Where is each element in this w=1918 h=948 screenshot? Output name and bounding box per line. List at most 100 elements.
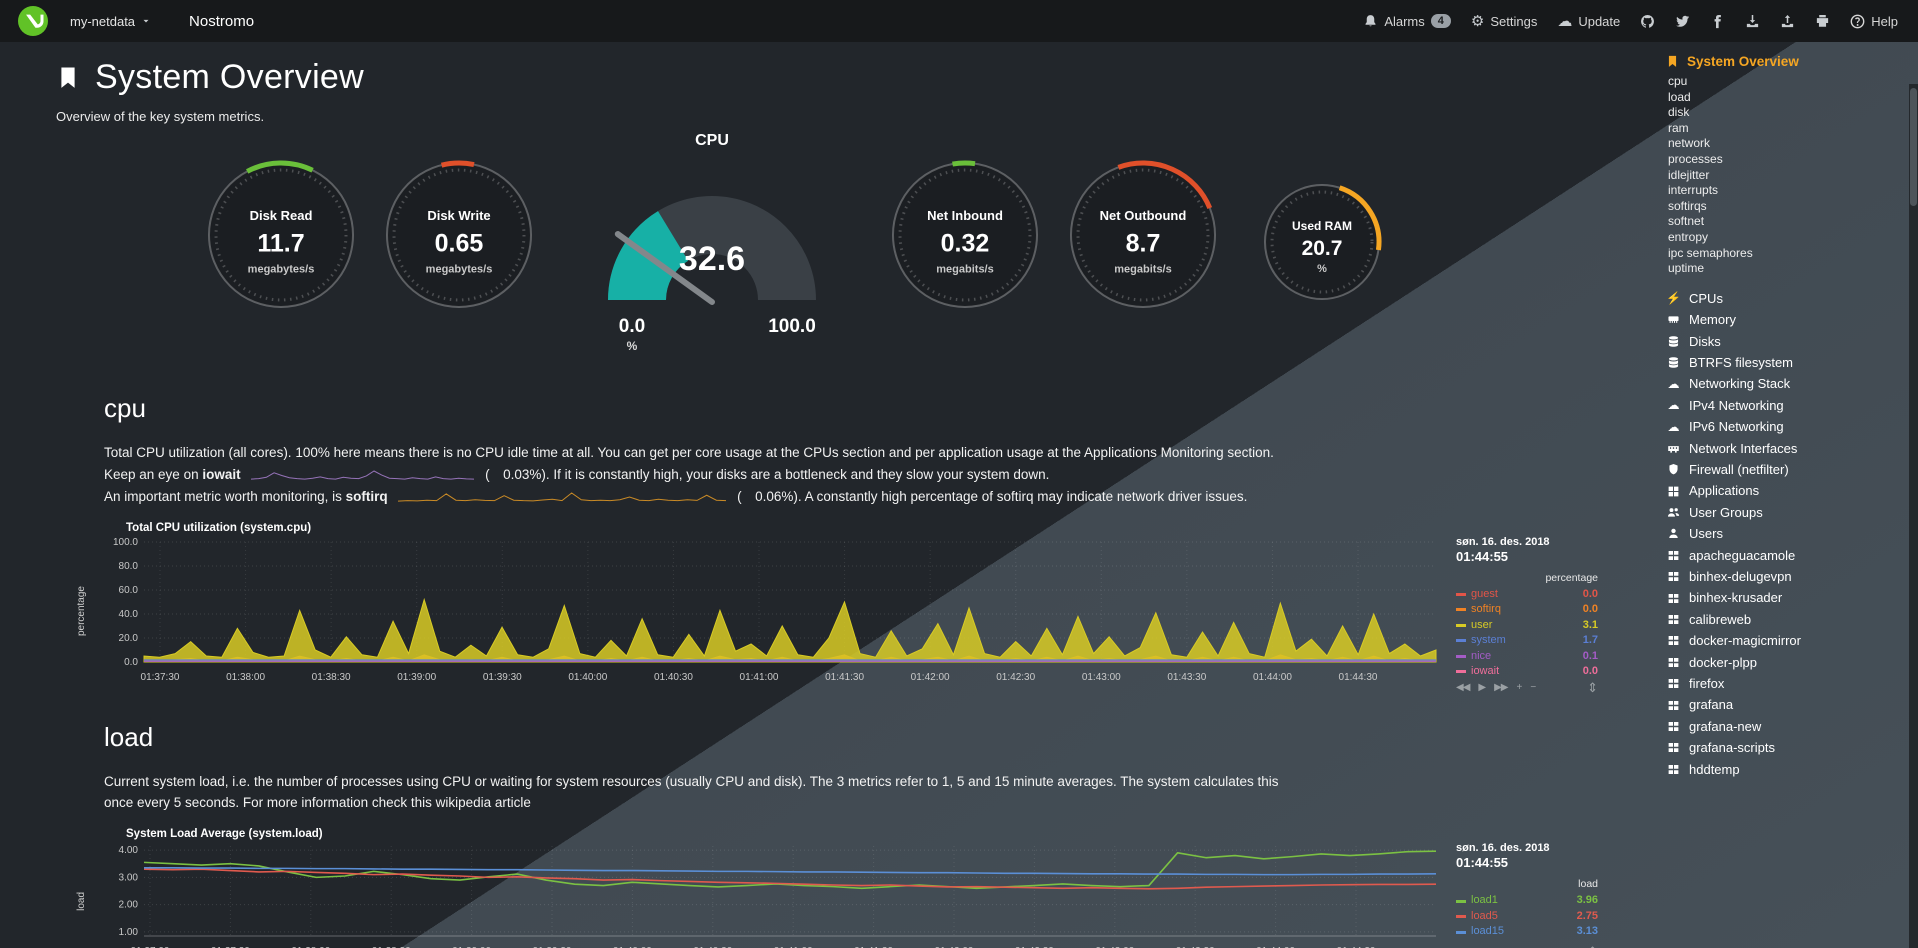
load-chart-canvas[interactable]: 4.00 3.00 2.00 1.00 01:37:00 01:37:30 01:38:00… bbox=[90, 840, 1450, 948]
sidebar-active-label: System Overview bbox=[1687, 54, 1799, 69]
sidebar-subitem-softirqs[interactable]: softirqs bbox=[1668, 198, 1707, 213]
sidebar-item-ipv6-networking[interactable]: ☁ IPv6 Networking bbox=[1666, 416, 1906, 437]
navbar-update-button[interactable]: ☁ Update bbox=[1557, 14, 1620, 29]
sidebar-item-users[interactable]: Users bbox=[1666, 523, 1906, 544]
legend-series-guest[interactable]: guest 0.0 bbox=[1456, 587, 1598, 603]
page-title: System Overview bbox=[95, 58, 364, 96]
load-chart-title: System Load Average (system.load) bbox=[126, 828, 323, 841]
sidebar-item-networking-stack[interactable]: ☁ Networking Stack bbox=[1666, 373, 1906, 394]
sidebar-item-apacheguacamole[interactable]: apacheguacamole bbox=[1666, 545, 1906, 566]
navbar-twitter-button[interactable] bbox=[1675, 14, 1690, 29]
legend-series-name: nice bbox=[1471, 649, 1492, 662]
play-button[interactable]: ▶ bbox=[1478, 947, 1486, 948]
sidebar-subitem-softnet[interactable]: softnet bbox=[1668, 214, 1705, 229]
sidebar-subitem-interrupts[interactable]: interrupts bbox=[1668, 183, 1719, 198]
sidebar-item-docker-plpp[interactable]: docker-plpp bbox=[1666, 652, 1906, 673]
svg-text:01:42:30: 01:42:30 bbox=[1015, 946, 1054, 948]
navbar-upload-button[interactable] bbox=[1780, 14, 1795, 29]
gauges-row: Disk Read 11.7 megabytes/s Disk Write 0.65 me… bbox=[206, 130, 1660, 359]
sidebar-subitem-disk[interactable]: disk bbox=[1668, 105, 1690, 120]
pan-backward-button[interactable]: ◀◀ bbox=[1456, 947, 1470, 948]
legend-series-load15[interactable]: load15 3.13 bbox=[1456, 924, 1598, 940]
grid-icon bbox=[1666, 677, 1681, 690]
sidebar-item-binhex-delugevpn[interactable]: binhex-delugevpn bbox=[1666, 566, 1906, 587]
legend-series-load5[interactable]: load5 2.75 bbox=[1456, 909, 1598, 925]
sidebar-item-grafana[interactable]: grafana bbox=[1666, 694, 1906, 715]
navbar-github-button[interactable] bbox=[1640, 14, 1655, 29]
navbar-download-button[interactable] bbox=[1745, 14, 1760, 29]
sidebar-subitem-load[interactable]: load bbox=[1668, 89, 1691, 104]
load-chart: System Load Average (system.load) load 4… bbox=[76, 828, 1660, 948]
sidebar-subitem-ram[interactable]: ram bbox=[1668, 120, 1689, 135]
sidebar-item-firefox[interactable]: firefox bbox=[1666, 673, 1906, 694]
legend-series-iowait[interactable]: iowait 0.0 bbox=[1456, 664, 1598, 680]
print-icon bbox=[1815, 14, 1830, 29]
legend-series-load1[interactable]: load1 3.96 bbox=[1456, 893, 1598, 909]
sidebar-subitem-network[interactable]: network bbox=[1668, 136, 1711, 151]
navbar-print-button[interactable] bbox=[1815, 14, 1830, 29]
cpu-desc-line2: Keep an eye on bbox=[104, 466, 199, 482]
navbar-facebook-button[interactable] bbox=[1710, 14, 1725, 29]
svg-text:Net Outbound: Net Outbound bbox=[1100, 208, 1187, 223]
sidebar-item-user-groups[interactable]: User Groups bbox=[1666, 502, 1906, 523]
gauge-cpu[interactable]: CPU 32.6 0.0 100.0% bbox=[562, 132, 862, 359]
play-button[interactable]: ▶ bbox=[1478, 682, 1486, 694]
pan-backward-button[interactable]: ◀◀ bbox=[1456, 682, 1470, 694]
sidebar-item-btrfs-filesystem[interactable]: BTRFS filesystem bbox=[1666, 352, 1906, 373]
sidebar-item-cpus[interactable]: ⚡ CPUs bbox=[1666, 288, 1906, 309]
navbar-settings-button[interactable]: ⚙ Settings bbox=[1471, 14, 1537, 29]
page-scrollbar[interactable] bbox=[1909, 84, 1918, 948]
sidebar-item-grafana-new[interactable]: grafana-new bbox=[1666, 716, 1906, 737]
gauge-disk-write[interactable]: Disk Write 0.65 megabytes/s bbox=[384, 160, 534, 315]
navbar-help-label: Help bbox=[1871, 13, 1898, 29]
facebook-icon bbox=[1710, 14, 1725, 29]
netdata-logo-icon[interactable] bbox=[18, 6, 48, 36]
gear-icon: ⚙ bbox=[1470, 12, 1485, 30]
pan-forward-button[interactable]: ▶▶ bbox=[1494, 682, 1508, 694]
zoom-out-button[interactable]: − bbox=[1530, 947, 1536, 948]
my-netdata-menu[interactable]: my-netdata bbox=[70, 14, 151, 29]
chart-resize-handle[interactable]: ⇕ bbox=[1587, 944, 1598, 948]
sidebar-item-grafana-scripts[interactable]: grafana-scripts bbox=[1666, 737, 1906, 758]
sidebar-item-binhex-krusader[interactable]: binhex-krusader bbox=[1666, 587, 1906, 608]
sidebar-item-ipv4-networking[interactable]: ☁ IPv4 Networking bbox=[1666, 395, 1906, 416]
sidebar-subitem-cpu[interactable]: cpu bbox=[1668, 74, 1688, 88]
navbar-help-button[interactable]: Help bbox=[1850, 14, 1898, 29]
sidebar-subitem-ipc-semaphores[interactable]: ipc semaphores bbox=[1668, 245, 1753, 260]
sidebar-item-memory[interactable]: Memory bbox=[1666, 309, 1906, 330]
sidebar-subitem-uptime[interactable]: uptime bbox=[1668, 261, 1705, 276]
sidebar-item-calibreweb[interactable]: calibreweb bbox=[1666, 609, 1906, 630]
zoom-in-button[interactable]: + bbox=[1516, 947, 1522, 948]
legend-series-user[interactable]: user 3.1 bbox=[1456, 618, 1598, 634]
scrollbar-thumb[interactable] bbox=[1910, 88, 1917, 206]
sidebar-item-firewall-netfilter[interactable]: Firewall (netfilter) bbox=[1666, 459, 1906, 480]
legend-series-nice[interactable]: nice 0.1 bbox=[1456, 649, 1598, 665]
gauge-net-outbound[interactable]: Net Outbound 8.7 megabits/s bbox=[1068, 160, 1218, 315]
sidebar-item-disks[interactable]: Disks bbox=[1666, 331, 1906, 352]
hostname[interactable]: Nostromo bbox=[189, 12, 255, 30]
gauge-used-ram[interactable]: Used RAM 20.7% bbox=[1262, 182, 1382, 307]
gauge-net-inbound[interactable]: Net Inbound 0.32 megabits/s bbox=[890, 160, 1040, 315]
chart-resize-handle[interactable]: ⇕ bbox=[1587, 679, 1598, 695]
sidebar-item-applications[interactable]: Applications bbox=[1666, 480, 1906, 501]
svg-text:01:44:00: 01:44:00 bbox=[1256, 946, 1295, 948]
svg-text:megabytes/s: megabytes/s bbox=[248, 264, 315, 276]
legend-series-softirq[interactable]: softirq 0.0 bbox=[1456, 602, 1598, 618]
sidebar-item-system-overview[interactable]: System Overview bbox=[1666, 54, 1906, 69]
sidebar-item-network-interfaces[interactable]: Network Interfaces bbox=[1666, 438, 1906, 459]
cpu-chart-canvas[interactable]: 100.0 80.0 60.0 40.0 20.0 0.001:37:30 01:38:00… bbox=[90, 534, 1450, 688]
gauge-disk-read[interactable]: Disk Read 11.7 megabytes/s bbox=[206, 160, 356, 315]
zoom-in-button[interactable]: + bbox=[1516, 682, 1522, 694]
sidebar-subitem-idlejitter[interactable]: idlejitter bbox=[1668, 167, 1710, 182]
sidebar-item-hddtemp[interactable]: hddtemp bbox=[1666, 759, 1906, 780]
load-chart-legend: søn. 16. des. 2018 01:44:55 load load1 3.96 l… bbox=[1450, 840, 1602, 948]
sidebar-item-docker-magicmirror[interactable]: docker-magicmirror bbox=[1666, 630, 1906, 651]
pan-forward-button[interactable]: ▶▶ bbox=[1494, 947, 1508, 948]
navbar-alarms-button[interactable]: Alarms 4 bbox=[1363, 14, 1451, 29]
sidebar-subitem-processes[interactable]: processes bbox=[1668, 151, 1723, 166]
zoom-out-button[interactable]: − bbox=[1530, 682, 1536, 694]
svg-text:01:39:00: 01:39:00 bbox=[397, 672, 436, 683]
legend-series-system[interactable]: system 1.7 bbox=[1456, 633, 1598, 649]
svg-text:megabits/s: megabits/s bbox=[936, 264, 993, 276]
sidebar-subitem-entropy[interactable]: entropy bbox=[1668, 229, 1709, 244]
